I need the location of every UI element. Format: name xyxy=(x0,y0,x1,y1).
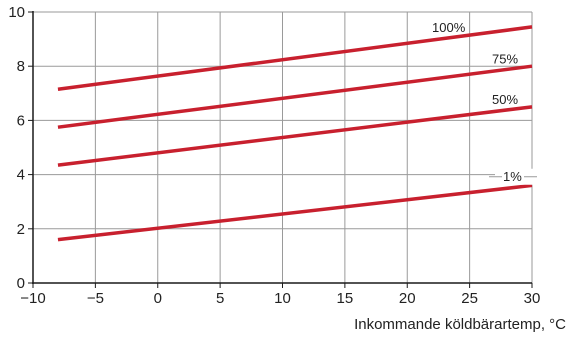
series-labels: 100% 75% 50% 1% xyxy=(432,20,537,185)
x-tick-label: 20 xyxy=(399,290,416,307)
series-label-2: 50% xyxy=(492,92,518,107)
y-tick-label: 8 xyxy=(17,58,25,75)
series-label-0: 100% xyxy=(432,20,466,35)
series-line-2 xyxy=(57,105,533,167)
series-line-3 xyxy=(57,183,533,242)
x-axis-title: Inkommande köldbärartemp, °C xyxy=(354,316,566,333)
series-label-3: 1% xyxy=(503,169,522,184)
y-tick-label: 0 xyxy=(17,275,25,292)
x-tick-label: −10 xyxy=(20,290,45,307)
x-tick-label: 10 xyxy=(274,290,291,307)
series-line-0 xyxy=(57,25,533,91)
axes xyxy=(28,11,533,288)
x-tick-label: 0 xyxy=(154,290,162,307)
series-label-1: 75% xyxy=(492,51,518,66)
y-tick-label: 4 xyxy=(17,167,25,184)
x-tick-label: 5 xyxy=(216,290,224,307)
series-label-bg xyxy=(502,168,524,184)
x-tick-label: 15 xyxy=(337,290,354,307)
x-tick-label: 25 xyxy=(461,290,478,307)
x-tick-label: −5 xyxy=(87,290,104,307)
x-tick-label: 30 xyxy=(524,290,541,307)
y-tick-label: 10 xyxy=(8,4,25,21)
series-lines xyxy=(57,25,533,242)
series-line-1 xyxy=(57,64,533,129)
y-tick-label: 2 xyxy=(17,221,25,238)
tick-labels: −10 −5 0 5 10 15 20 25 30 0 2 4 6 8 10 xyxy=(8,4,540,307)
grid xyxy=(33,11,533,283)
y-tick-label: 6 xyxy=(17,112,25,129)
